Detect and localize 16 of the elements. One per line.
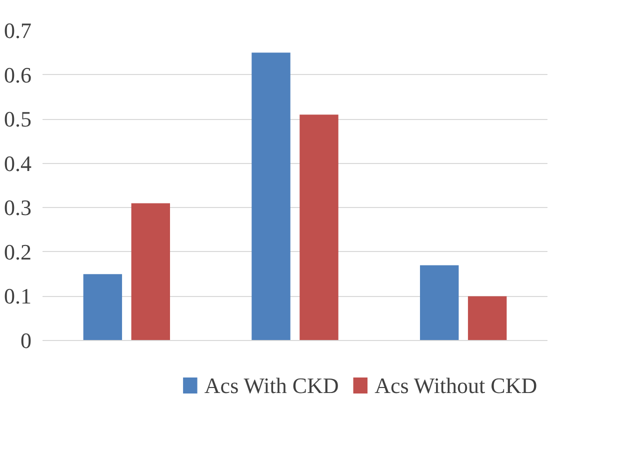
y-tick-label: 0.3 bbox=[4, 195, 32, 220]
y-tick-label: 0.4 bbox=[4, 150, 32, 176]
bar bbox=[300, 114, 338, 340]
y-tick-label: 0.7 bbox=[4, 18, 32, 43]
y-tick-label: 0.6 bbox=[4, 62, 32, 88]
bar bbox=[131, 203, 170, 340]
y-tick-label: 0 bbox=[20, 328, 32, 353]
y-tick-label: 0.2 bbox=[4, 239, 32, 264]
legend-label: Acs Without CKD bbox=[374, 373, 538, 398]
y-tick-label: 0.1 bbox=[4, 284, 32, 309]
y-tick-label: 0.5 bbox=[4, 106, 32, 132]
legend-label: Acs With CKD bbox=[204, 373, 339, 398]
bar bbox=[83, 274, 122, 340]
bar bbox=[420, 265, 459, 340]
bar bbox=[468, 296, 507, 340]
bar bbox=[252, 52, 290, 340]
